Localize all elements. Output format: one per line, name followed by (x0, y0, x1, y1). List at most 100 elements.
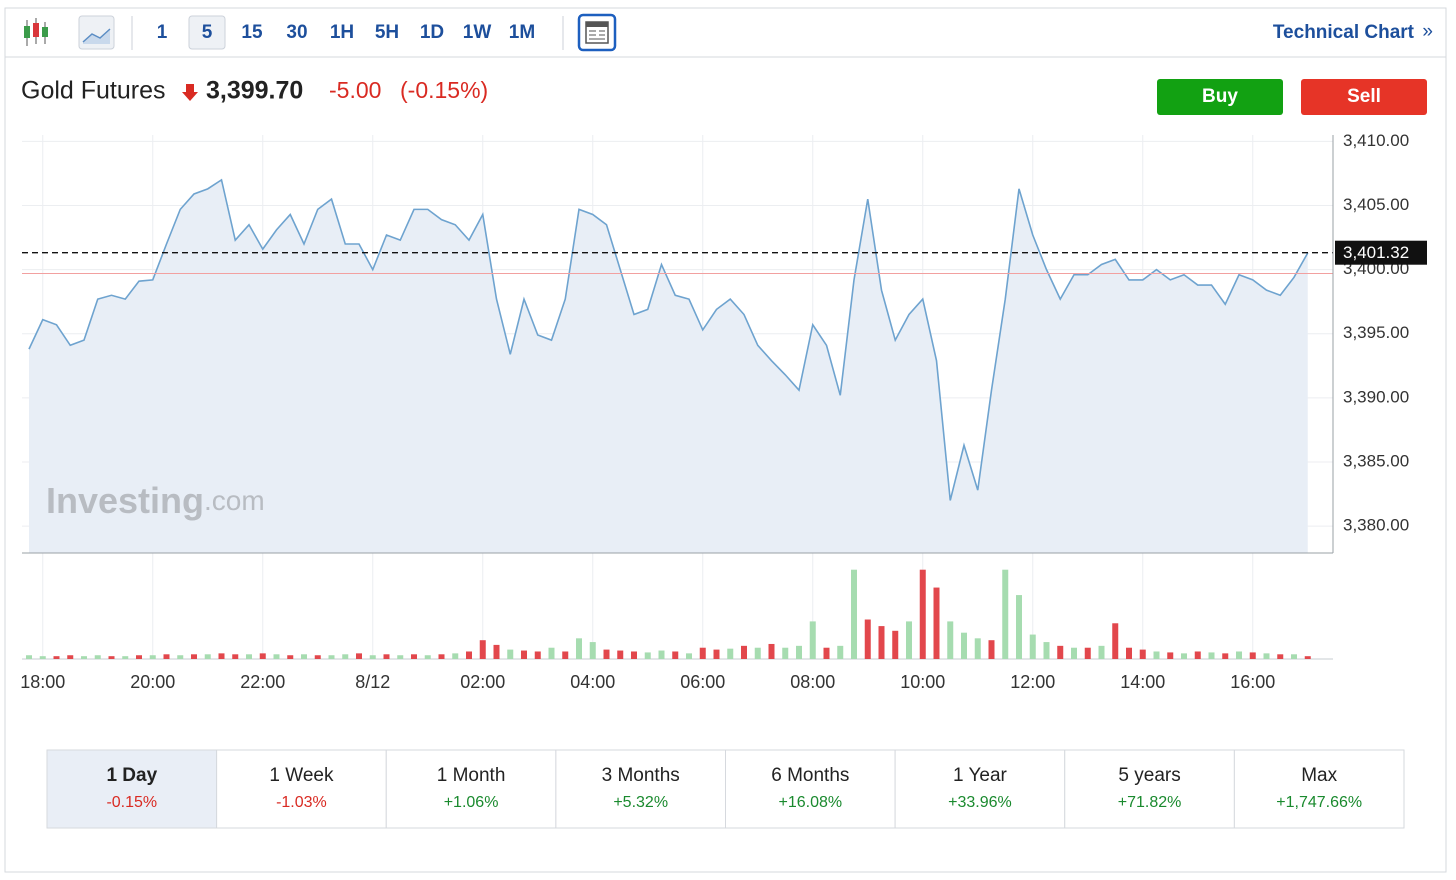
period-name[interactable]: 1 Year (953, 765, 1008, 786)
volume-bar (1112, 623, 1119, 659)
interval-option[interactable]: 1D (420, 22, 444, 43)
volume-bar (741, 645, 747, 659)
volume-bar (1043, 642, 1050, 659)
x-tick-label: 02:00 (460, 672, 505, 692)
interval-option[interactable]: 1H (330, 22, 354, 43)
y-tick-label: 3,380.00 (1343, 516, 1409, 535)
x-tick-label: 14:00 (1120, 672, 1165, 692)
volume-bar (713, 649, 720, 659)
volume-bar (122, 656, 129, 659)
volume-bar (782, 647, 789, 659)
x-tick-label: 8/12 (355, 672, 390, 692)
x-tick-label: 20:00 (130, 672, 175, 692)
buy-button[interactable] (1157, 79, 1283, 115)
interval-option[interactable]: 1 (157, 22, 168, 43)
volume-bar (301, 654, 307, 659)
technical-chart-arrow[interactable]: » (1422, 21, 1433, 42)
volume-bar (754, 647, 761, 659)
interval-option[interactable]: 1M (509, 22, 535, 43)
volume-bar (1029, 634, 1036, 659)
period-name[interactable]: 6 Months (771, 765, 849, 786)
volume-bar (961, 632, 967, 659)
price-change: -5.00 (329, 77, 381, 103)
period-name[interactable]: 5 years (1118, 765, 1180, 786)
y-tick-label: 3,395.00 (1343, 323, 1409, 342)
volume-bar (191, 654, 197, 659)
volume-bar (576, 638, 582, 659)
sell-button[interactable] (1301, 79, 1427, 115)
watermark-brand: Investing (46, 480, 204, 521)
period-cell[interactable] (385, 749, 557, 829)
volume-bar (493, 644, 500, 659)
interval-option[interactable]: 1W (463, 22, 492, 43)
x-tick-label: 06:00 (680, 672, 725, 692)
period-cell[interactable] (216, 749, 387, 829)
volume-bar (589, 642, 596, 659)
period-change[interactable]: +1.06% (444, 794, 499, 811)
down-arrow (182, 84, 198, 101)
volume-bar (1153, 651, 1160, 659)
period-change[interactable]: -1.03% (276, 794, 327, 811)
volume-bar (1057, 645, 1064, 659)
period-change[interactable]: +16.08% (779, 794, 843, 811)
volume-bar (878, 626, 885, 659)
volume-bar (383, 654, 390, 659)
period-cell[interactable] (1064, 749, 1235, 829)
volume-bar (672, 651, 679, 659)
period-change[interactable]: +5.32% (613, 794, 668, 811)
period-name[interactable]: 1 Week (269, 765, 334, 786)
volume-bar (1194, 651, 1201, 659)
interval-option[interactable]: 15 (241, 22, 263, 43)
interval-selected[interactable] (188, 15, 226, 50)
period-cell[interactable] (1233, 749, 1405, 829)
period-change[interactable]: -0.15% (106, 794, 157, 811)
volume-bar (603, 649, 610, 659)
candle-icon[interactable] (24, 18, 48, 46)
period-name[interactable]: 3 Months (602, 765, 680, 786)
period-change[interactable]: +71.82% (1118, 794, 1182, 811)
volume-bar (686, 653, 692, 659)
volume-bar (892, 630, 899, 659)
volume-bar (727, 648, 734, 659)
volume-bar (424, 655, 431, 659)
volume-bar (397, 655, 404, 659)
volume-bar (521, 650, 527, 659)
news-toggle[interactable] (577, 13, 617, 52)
period-name[interactable]: Max (1301, 765, 1337, 786)
volume-bar (438, 654, 445, 659)
buy-label[interactable]: Buy (1202, 86, 1238, 107)
volume-bar (974, 638, 981, 659)
period-cell[interactable] (725, 749, 896, 829)
volume-bar (94, 655, 101, 659)
period-change[interactable]: +33.96% (948, 794, 1012, 811)
current-price-label: 3,401.32 (1343, 243, 1409, 262)
y-tick-label: 3,405.00 (1343, 195, 1409, 214)
price-change-percent: (-0.15%) (400, 77, 488, 103)
volume-bar (1249, 652, 1256, 659)
area-icon[interactable] (78, 15, 115, 50)
period-cell[interactable] (555, 749, 726, 829)
period-cell[interactable] (894, 749, 1066, 829)
volume-bar (947, 621, 954, 659)
volume-bar (699, 647, 706, 659)
x-tick-label: 22:00 (240, 672, 285, 692)
sell-label[interactable]: Sell (1347, 86, 1381, 107)
interval-option[interactable]: 5H (375, 22, 399, 43)
volume-bar (163, 654, 170, 659)
period-name[interactable]: 1 Day (106, 765, 157, 786)
period-change[interactable]: +1,747.66% (1276, 794, 1362, 811)
volume-bar (218, 653, 225, 659)
interval-option[interactable]: 5 (202, 22, 213, 43)
volume-bar (1139, 649, 1146, 659)
x-tick-label: 16:00 (1230, 672, 1275, 692)
volume-bar (644, 652, 651, 659)
y-tick-label: 3,410.00 (1343, 131, 1409, 150)
period-name[interactable]: 1 Month (437, 765, 506, 786)
interval-option[interactable]: 30 (286, 22, 307, 43)
period-cell[interactable] (46, 749, 218, 829)
watermark: Investing.com (46, 480, 265, 521)
volume-bar (287, 655, 294, 659)
technical-chart-link[interactable]: Technical Chart (1273, 22, 1415, 43)
watermark-suffix: .com (204, 485, 265, 516)
